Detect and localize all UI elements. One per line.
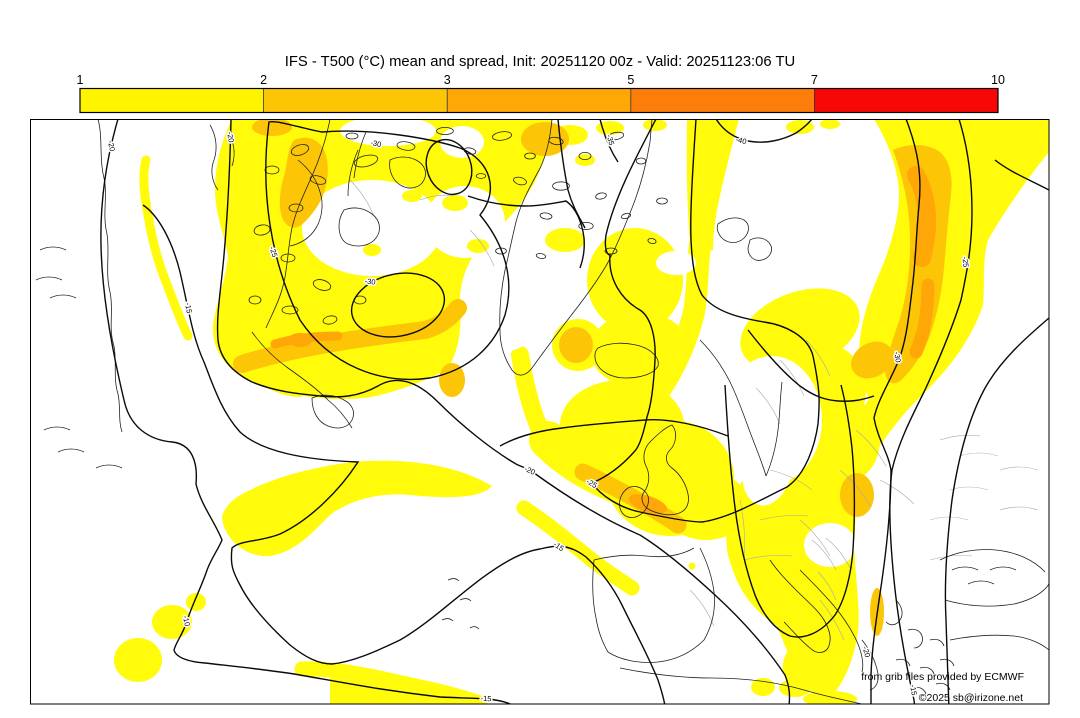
- svg-text:from grib files provided by EC: from grib files provided by ECMWF: [861, 671, 1024, 683]
- svg-text:IFS - T500 (°C) mean and sprea: IFS - T500 (°C) mean and spread, Init: 2…: [285, 54, 795, 70]
- svg-text:-25: -25: [961, 256, 971, 268]
- svg-text:10: 10: [991, 73, 1005, 87]
- svg-text:-20: -20: [106, 140, 117, 152]
- svg-text:7: 7: [811, 73, 818, 87]
- svg-text:©2025 sb@irizone.net: ©2025 sb@irizone.net: [919, 692, 1023, 704]
- svg-text:-15: -15: [908, 684, 919, 696]
- svg-text:-30: -30: [364, 276, 376, 286]
- svg-text:1: 1: [77, 73, 84, 87]
- svg-text:-40: -40: [735, 135, 748, 146]
- svg-text:-30: -30: [370, 138, 382, 149]
- svg-text:-15: -15: [183, 302, 194, 314]
- svg-text:-20: -20: [225, 131, 236, 143]
- svg-text:3: 3: [444, 73, 451, 87]
- svg-text:2: 2: [260, 73, 267, 87]
- svg-text:-30: -30: [892, 351, 903, 363]
- svg-text:5: 5: [627, 73, 634, 87]
- svg-text:-15: -15: [480, 694, 491, 704]
- svg-text:-10: -10: [181, 615, 192, 627]
